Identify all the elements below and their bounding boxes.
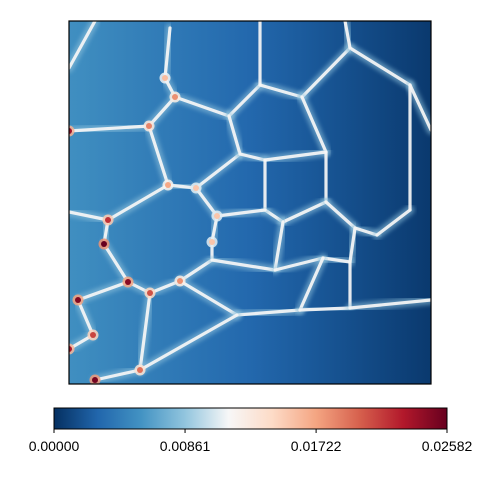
grain-boundary xyxy=(227,114,242,156)
junction-hotspot xyxy=(214,213,220,219)
grain-boundary xyxy=(375,208,412,237)
junction-hotspot xyxy=(137,367,143,373)
colorbar-gradient xyxy=(53,407,448,430)
grain-boundary xyxy=(348,226,357,264)
grain-boundary xyxy=(273,256,325,272)
junction-hotspot xyxy=(193,185,199,191)
grain-boundary xyxy=(106,183,170,222)
grain-boundary xyxy=(163,26,172,80)
junction-hotspot xyxy=(165,182,171,188)
grain-boundary xyxy=(324,200,357,230)
grain-boundary xyxy=(93,368,142,382)
junction-hotspot xyxy=(69,128,72,134)
grain-junctions xyxy=(69,72,223,384)
colorbar-tick-label: 0.02582 xyxy=(422,438,473,454)
colorbar-tick-label: 0.01722 xyxy=(291,438,342,454)
grain-boundary xyxy=(194,152,242,190)
grain-boundary xyxy=(281,200,328,224)
junction-hotspot xyxy=(172,94,178,100)
grain-boundary xyxy=(138,313,239,372)
junction-hotspot xyxy=(69,346,72,352)
junction-hotspot xyxy=(146,123,152,129)
grain-boundary xyxy=(138,291,152,372)
colorbar-ticks: 0.00000 0.00861 0.01722 0.02582 xyxy=(29,429,473,454)
grain-boundary xyxy=(210,258,277,272)
junction-hotspot xyxy=(162,75,168,81)
grain-boundary xyxy=(69,210,110,222)
grain-boundary xyxy=(178,279,239,317)
grain-boundary xyxy=(102,242,130,284)
grain-boundary xyxy=(298,306,352,312)
junction-hotspot xyxy=(147,290,153,296)
junction-hotspot xyxy=(177,278,183,284)
grain-boundaries xyxy=(69,21,431,384)
grain-boundary xyxy=(147,124,170,187)
grain-boundary xyxy=(298,256,325,312)
heatmap-plot xyxy=(68,20,432,385)
junction-hotspot xyxy=(105,217,111,223)
grain-boundary xyxy=(343,21,352,50)
grain-boundary xyxy=(300,95,328,154)
heatmap-background xyxy=(69,21,431,384)
junction-hotspot xyxy=(101,241,107,247)
grain-boundary xyxy=(348,298,431,310)
grain-boundary xyxy=(173,95,231,118)
grain-boundary xyxy=(348,46,412,87)
grain-boundary xyxy=(76,280,130,302)
grain-boundary xyxy=(273,220,285,272)
grain-boundary xyxy=(300,46,352,99)
grain-boundary xyxy=(227,83,262,118)
plot-frame xyxy=(68,20,432,385)
grain-boundary xyxy=(263,150,328,162)
junction-hotspot xyxy=(209,239,215,245)
colorbar-tick-label: 0.00861 xyxy=(160,438,211,454)
grain-boundary xyxy=(194,186,219,218)
grain-boundary xyxy=(69,21,97,70)
junction-hotspot xyxy=(90,332,96,338)
grain-boundary xyxy=(258,83,304,99)
grain-boundary xyxy=(321,256,352,264)
junction-hotspot xyxy=(92,377,98,383)
grain-boundary xyxy=(178,258,214,283)
colorbar-tick-label: 0.00000 xyxy=(29,438,80,454)
grain-boundary xyxy=(76,298,95,337)
grain-boundary xyxy=(215,208,267,218)
junction-hotspot xyxy=(75,297,81,303)
grain-boundary xyxy=(69,124,151,133)
grain-boundary xyxy=(147,95,177,128)
junction-hotspot xyxy=(125,279,131,285)
grain-boundary xyxy=(235,308,302,317)
colorbar: 0.00000 0.00861 0.01722 0.02582 xyxy=(29,407,473,454)
